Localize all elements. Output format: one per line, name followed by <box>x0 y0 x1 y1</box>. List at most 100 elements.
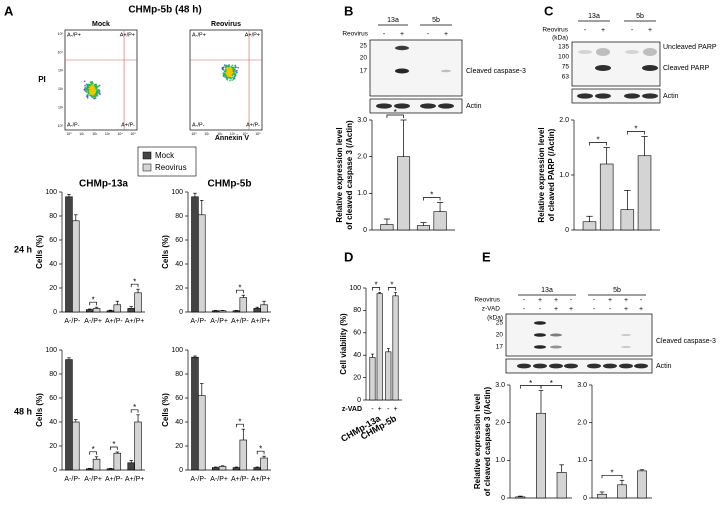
x-tick-label: A+/P- <box>231 318 249 325</box>
y-tick-label: 3.0 <box>495 382 505 389</box>
bar <box>416 225 430 231</box>
bar <box>218 310 227 313</box>
quadrant-label: A-/P- <box>67 122 80 128</box>
flow-y-tick: 10³ <box>58 69 64 73</box>
flow-event <box>230 67 232 70</box>
flow-event <box>229 79 231 82</box>
panel-label: B <box>344 3 353 18</box>
band-label: Actin <box>656 363 672 370</box>
blot-band <box>621 334 631 336</box>
y-tick-label: 40 <box>175 419 183 426</box>
blot-band <box>642 65 658 71</box>
lane-group-label: 5b <box>636 13 644 20</box>
flow-event <box>89 94 91 97</box>
significance-bracket <box>236 289 244 294</box>
blot-band <box>642 93 658 99</box>
y-tick-label: 0 <box>179 309 183 316</box>
flow-plot-title: Reovirus <box>211 21 241 28</box>
treatment-sign: - <box>570 297 573 304</box>
flow-event <box>88 83 91 86</box>
y-axis-label: Cell viability (%) <box>339 313 348 375</box>
band-label: Cleaved caspase-3 <box>656 338 716 345</box>
treatment-sign: - <box>584 27 587 34</box>
treatment-label: Reovirus <box>542 27 568 34</box>
significance-label: * <box>634 125 637 134</box>
y-tick-label: 20 <box>49 443 57 450</box>
quadrant-label: A-/P+ <box>192 32 206 38</box>
significance-label: * <box>597 136 600 145</box>
quadrant-label: A-/P+ <box>67 32 81 38</box>
significance-label: * <box>92 445 95 454</box>
treatment-sign: + <box>400 31 404 38</box>
lane-group-label: 13a <box>541 287 553 294</box>
flow-event <box>234 64 237 67</box>
y-tick-label: 60 <box>49 395 57 402</box>
flow-event <box>97 85 100 88</box>
y-tick-label: 0 <box>565 227 569 234</box>
bar <box>637 470 647 499</box>
y-tick-label: 0 <box>179 467 183 474</box>
flow-x-tick: 10⁵ <box>130 132 136 136</box>
significance-label: * <box>375 281 378 290</box>
flow-event <box>83 80 86 83</box>
y-tick-label: 80 <box>49 371 57 378</box>
x-tick-label: A-/P- <box>190 476 207 483</box>
x-tick-label: A-/P+ <box>210 476 228 483</box>
flow-event <box>91 95 93 97</box>
blot-band <box>534 333 546 337</box>
bar <box>92 458 101 471</box>
flow-event <box>93 97 96 100</box>
flow-event <box>95 92 98 94</box>
y-tick-label: 40 <box>49 261 57 268</box>
blot-band <box>621 346 631 348</box>
unit-label: (kDa) <box>487 315 503 322</box>
bar <box>211 467 220 471</box>
x-tick-label: + <box>393 406 397 413</box>
flow-event <box>87 88 90 91</box>
bar <box>617 484 627 499</box>
flow-event <box>235 69 238 72</box>
significance-label: * <box>133 277 136 286</box>
significance-bracket <box>256 450 265 455</box>
flow-plot-frame <box>189 29 263 131</box>
y-axis-label: of cleaved caspase 3 (/Actin) <box>345 120 354 230</box>
blot-band <box>596 48 610 56</box>
bar <box>515 496 526 499</box>
flow-event <box>98 89 101 92</box>
significance-label: * <box>390 281 393 290</box>
x-tick-label: A-/P- <box>64 318 81 325</box>
flow-event <box>228 64 231 67</box>
flow-x-tick: 10² <box>92 132 98 136</box>
significance-bracket <box>387 287 396 291</box>
x-tick-label: A+/P- <box>105 476 123 483</box>
flow-event <box>228 76 231 79</box>
significance-label: * <box>610 468 613 477</box>
x-tick-label: A-/P+ <box>84 318 102 325</box>
bar <box>191 196 199 313</box>
bar <box>65 359 73 471</box>
flow-event <box>235 66 237 69</box>
blot-band <box>394 103 410 109</box>
bar <box>376 293 383 401</box>
flow-x-tick: 10¹ <box>204 132 210 136</box>
flow-event <box>229 75 232 78</box>
flow-y-label: PI <box>38 75 46 84</box>
bar <box>232 467 241 471</box>
panel-label: E <box>482 249 491 264</box>
y-tick-label: 0 <box>583 495 587 502</box>
panel-label: D <box>344 249 353 264</box>
y-axis-label: Cells (%) <box>35 235 44 269</box>
bar <box>637 155 652 231</box>
blot-band <box>643 48 657 56</box>
band-label: Cleaved caspase-3 <box>466 68 526 75</box>
y-tick-label: 80 <box>175 213 183 220</box>
bar <box>380 224 394 231</box>
flow-event <box>86 85 89 88</box>
panel-label: C <box>544 3 554 18</box>
treatment-sign: + <box>608 297 612 304</box>
bar <box>72 421 80 471</box>
treatment-sign: + <box>538 297 542 304</box>
y-tick-label: 80 <box>353 307 361 314</box>
unit-label: (kDa) <box>552 35 568 42</box>
flow-event <box>85 88 88 91</box>
